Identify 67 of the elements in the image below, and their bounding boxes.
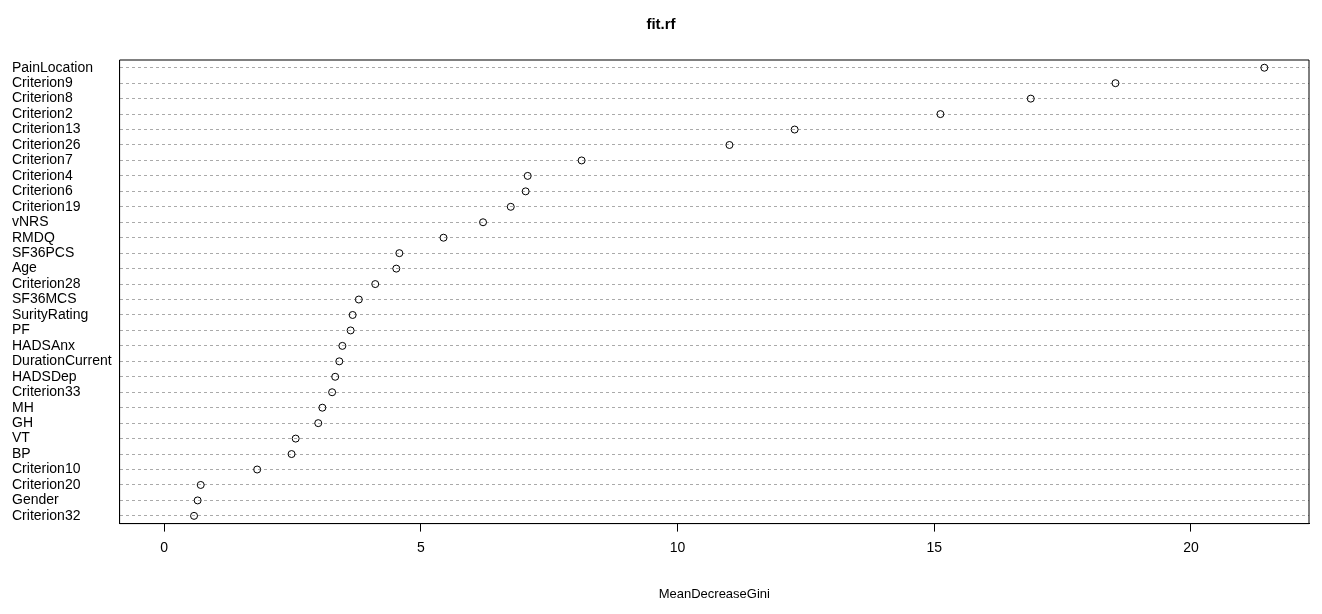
point [335,357,344,366]
point [371,280,380,289]
y-tick-label: Age [12,259,38,276]
point [253,465,262,474]
point [318,403,327,412]
x-tick-label: 5 [417,538,426,555]
point [506,202,515,211]
y-tick-label: GH [12,414,33,431]
point [196,480,205,489]
point [193,496,202,505]
x-axis-title: MeanDecreaseGini [658,585,771,601]
point [338,341,347,350]
y-tick-label: Criterion20 [12,475,81,492]
x-tick-label: 10 [669,538,686,555]
point [291,434,300,443]
y-tick-label: Criterion28 [12,274,81,291]
y-tick-label: Criterion7 [12,151,73,168]
y-tick-label: SF36MCS [12,290,77,307]
point [523,171,532,180]
y-tick-label: HADSDep [12,367,77,384]
y-tick-label: BP [12,444,31,461]
point [331,372,340,381]
point [1111,79,1120,88]
point [190,511,199,520]
y-tick-label: Criterion6 [12,182,73,199]
x-tick-label: 20 [1183,538,1199,555]
y-tick-label: Criterion10 [12,460,81,477]
y-tick-label: Criterion13 [12,120,81,137]
point [936,110,945,119]
y-tick-label: Criterion2 [12,104,73,121]
y-tick-label: PainLocation [12,58,93,75]
y-tick-label: Criterion26 [12,135,81,152]
y-tick-label: RMDQ [12,228,55,245]
point [346,326,355,335]
point [328,388,337,397]
point [521,187,530,196]
point [348,310,357,319]
point [287,450,296,459]
x-tick-label: 15 [926,538,943,555]
chart-title: fit.rf [646,15,677,33]
y-tick-label: SF36PCS [12,244,75,261]
point [1026,94,1035,103]
point [790,125,799,134]
y-tick-label: Criterion32 [12,506,81,523]
point [577,156,586,165]
y-tick-label: SurityRating [12,305,89,322]
point [392,264,401,273]
y-tick-label: PF [12,321,30,338]
y-tick-label: DurationCurrent [12,352,112,369]
y-tick-label: Criterion4 [12,166,73,183]
point [314,419,323,428]
y-tick-label: vNRS [12,213,49,230]
y-tick-label: Criterion8 [12,89,73,106]
y-tick-label: Gender [12,491,60,508]
point [1260,63,1269,72]
point [354,295,363,304]
y-tick-label: Criterion9 [12,74,73,91]
point [479,218,488,227]
point [395,249,404,258]
y-tick-label: VT [12,429,31,446]
y-tick-label: MH [12,398,34,415]
point [439,233,448,242]
x-tick-label: 0 [160,538,169,555]
y-tick-label: Criterion19 [12,197,81,214]
y-tick-label: Criterion33 [12,383,81,400]
point [725,140,734,149]
y-tick-label: HADSAnx [12,336,76,353]
